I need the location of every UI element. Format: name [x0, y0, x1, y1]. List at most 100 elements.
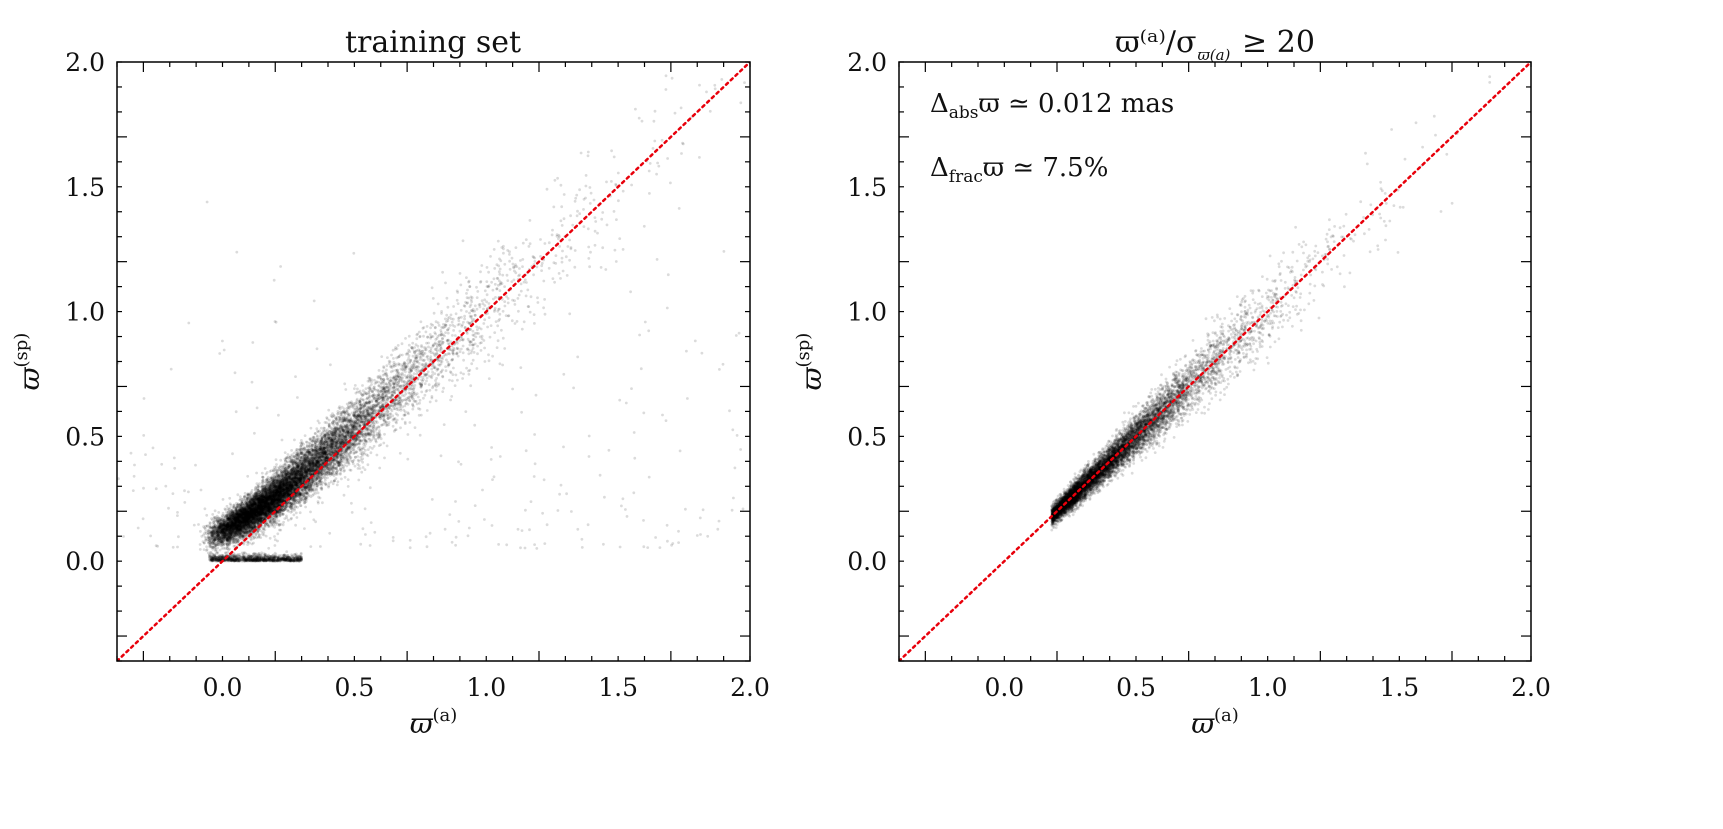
data-point [299, 552, 303, 556]
data-point [343, 475, 347, 479]
data-point [251, 341, 255, 344]
data-point [286, 493, 290, 497]
data-point [320, 469, 324, 473]
data-point [562, 217, 566, 221]
data-point [235, 557, 238, 561]
data-point [306, 467, 310, 471]
data-point [256, 554, 260, 557]
data-point [523, 278, 527, 282]
data-point [457, 319, 461, 323]
data-point [237, 509, 241, 513]
data-point [255, 559, 259, 562]
data-point [479, 270, 482, 274]
data-point [720, 78, 724, 81]
data-point [319, 482, 322, 486]
data-point [485, 266, 489, 269]
data-point [246, 474, 250, 478]
data-point [515, 320, 519, 323]
data-point [462, 372, 465, 376]
data-point [443, 527, 447, 531]
data-point [294, 494, 298, 498]
data-point [412, 372, 416, 375]
data-point [258, 510, 261, 514]
data-point [776, 19, 779, 22]
data-point [444, 281, 447, 285]
data-point [234, 526, 238, 530]
data-point [364, 387, 368, 390]
data-point [229, 503, 233, 507]
data-point [658, 546, 662, 549]
data-point [511, 387, 514, 391]
data-point [300, 557, 303, 561]
data-point [381, 385, 385, 389]
data-point [324, 450, 328, 454]
data-point [560, 224, 564, 227]
data-point [259, 505, 263, 509]
data-point [456, 354, 460, 358]
data-point [245, 511, 249, 514]
data-point [225, 520, 229, 524]
data-point [453, 334, 457, 337]
data-point [545, 523, 549, 527]
data-point [353, 387, 356, 390]
data-point [613, 248, 617, 252]
data-point [423, 358, 426, 362]
data-point [361, 389, 365, 393]
data-point [465, 292, 468, 295]
data-point [482, 322, 486, 325]
data-point [451, 349, 455, 353]
data-point [576, 355, 580, 359]
data-point [229, 527, 233, 531]
data-point [219, 540, 223, 544]
data-point [444, 365, 447, 368]
data-point [498, 455, 502, 458]
data-point [434, 338, 438, 341]
data-point [302, 449, 306, 453]
data-point [444, 331, 447, 334]
data-point [718, 18, 721, 21]
data-point [242, 525, 246, 529]
data-point [461, 344, 465, 348]
data-point [231, 527, 234, 531]
data-point [457, 347, 460, 351]
data-point [269, 481, 273, 485]
data-point [413, 351, 416, 355]
data-point [698, 516, 702, 520]
data-point [652, 119, 656, 123]
data-point [500, 246, 504, 249]
data-point [334, 431, 338, 435]
data-point [335, 483, 339, 487]
data-point [256, 510, 259, 514]
data-point [232, 523, 236, 527]
data-point [558, 245, 561, 248]
data-point [300, 467, 303, 470]
data-point [449, 313, 453, 317]
data-point [216, 519, 219, 523]
data-point [256, 558, 260, 562]
data-point [235, 529, 239, 533]
data-point [314, 452, 317, 455]
data-point [498, 317, 502, 321]
data-point [448, 324, 452, 327]
data-point [528, 219, 532, 222]
data-point [197, 523, 200, 526]
data-point [236, 493, 240, 497]
data-point [467, 279, 471, 283]
data-point [316, 460, 319, 464]
data-point [257, 498, 261, 501]
data-point [279, 476, 283, 480]
data-point [294, 483, 298, 487]
data-point [445, 313, 449, 317]
data-point [278, 514, 282, 518]
data-point [211, 546, 215, 549]
data-point [250, 513, 254, 516]
data-point [598, 473, 602, 477]
data-point [311, 472, 314, 475]
data-point [390, 409, 394, 413]
data-point [706, 534, 710, 538]
data-point [359, 416, 362, 419]
data-point [361, 466, 365, 469]
data-point [271, 481, 275, 484]
data-point [589, 250, 592, 254]
data-point [255, 511, 259, 515]
